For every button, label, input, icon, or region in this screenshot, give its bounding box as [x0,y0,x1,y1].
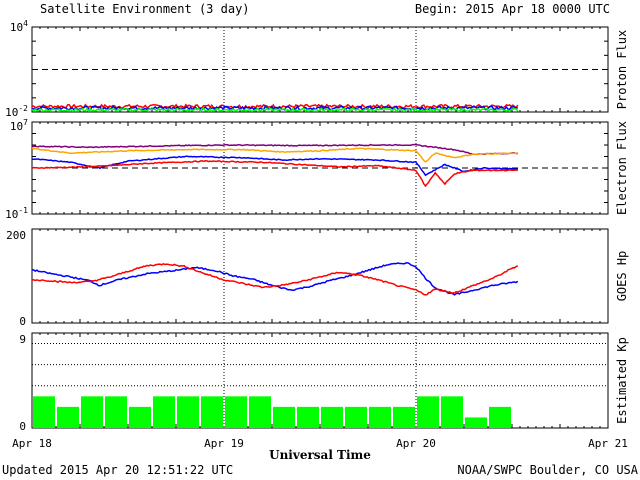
goes-hp-ytick-bottom: 0 [19,315,26,328]
green-series-line [31,107,519,113]
x-tick-label: Apr 18 [12,437,52,450]
goes-hp-panel [31,228,609,324]
kp-bar [81,396,103,428]
begin-time: Begin: 2015 Apr 18 0000 UTC [415,2,610,16]
electron-flux-ytick-bottom: 10-1 [5,206,28,221]
goes-hp-ytick-top: 200 [6,229,26,242]
panel-frame [31,26,609,113]
kp-ytick-bottom: 0 [19,420,26,433]
kp-bar [129,406,151,428]
kp-bar [417,396,439,428]
proton-flux-label: Proton Flux [615,30,629,109]
blue-series-line [32,155,518,177]
kp-bar [57,406,79,428]
panel-frame [31,121,609,215]
electron-flux-panel [31,121,609,215]
electron-flux-ytick-top: 107 [10,118,28,133]
proton-flux-ytick-top: 104 [10,19,28,34]
kp-bar [465,417,487,428]
chart-title: Satellite Environment (3 day) [40,2,250,16]
x-axis-title: Universal Time [269,448,371,462]
x-tick-label: Apr 20 [396,437,436,450]
kp-bar [153,396,175,428]
kp-bar [105,396,127,428]
goes-hp-label: GOES Hp [615,251,629,302]
kp-bar [489,406,511,428]
proton-flux-panel [31,26,609,113]
orange-series-line [31,147,519,163]
kp-bar [177,396,199,428]
kp-bar [225,396,247,428]
x-tick-label: Apr 21 [588,437,628,450]
kp-bar [249,396,271,428]
proton-flux-ytick-bottom: 10-2 [5,104,28,119]
updated-timestamp: Updated 2015 Apr 20 12:51:22 UTC [2,463,233,477]
estimated-kp-panel [31,332,609,429]
red-series-line [31,160,519,188]
credit-line: NOAA/SWPC Boulder, CO USA [457,463,638,477]
kp-bar [201,396,223,428]
kp-bar [369,406,391,428]
purple-series-line [31,143,518,156]
kp-bar [297,406,319,428]
kp-bar [321,406,343,428]
x-tick-label: Apr 19 [204,437,244,450]
estimated-kp-label: Estimated Kp [615,337,629,424]
kp-bar [33,396,55,428]
electron-flux-label: Electron Flux [615,121,629,215]
kp-bar [441,396,463,428]
red-series-line [31,262,519,296]
kp-bar [345,406,367,428]
kp-bar [273,406,295,428]
kp-ytick-top: 9 [19,333,26,346]
kp-bar [393,406,415,428]
